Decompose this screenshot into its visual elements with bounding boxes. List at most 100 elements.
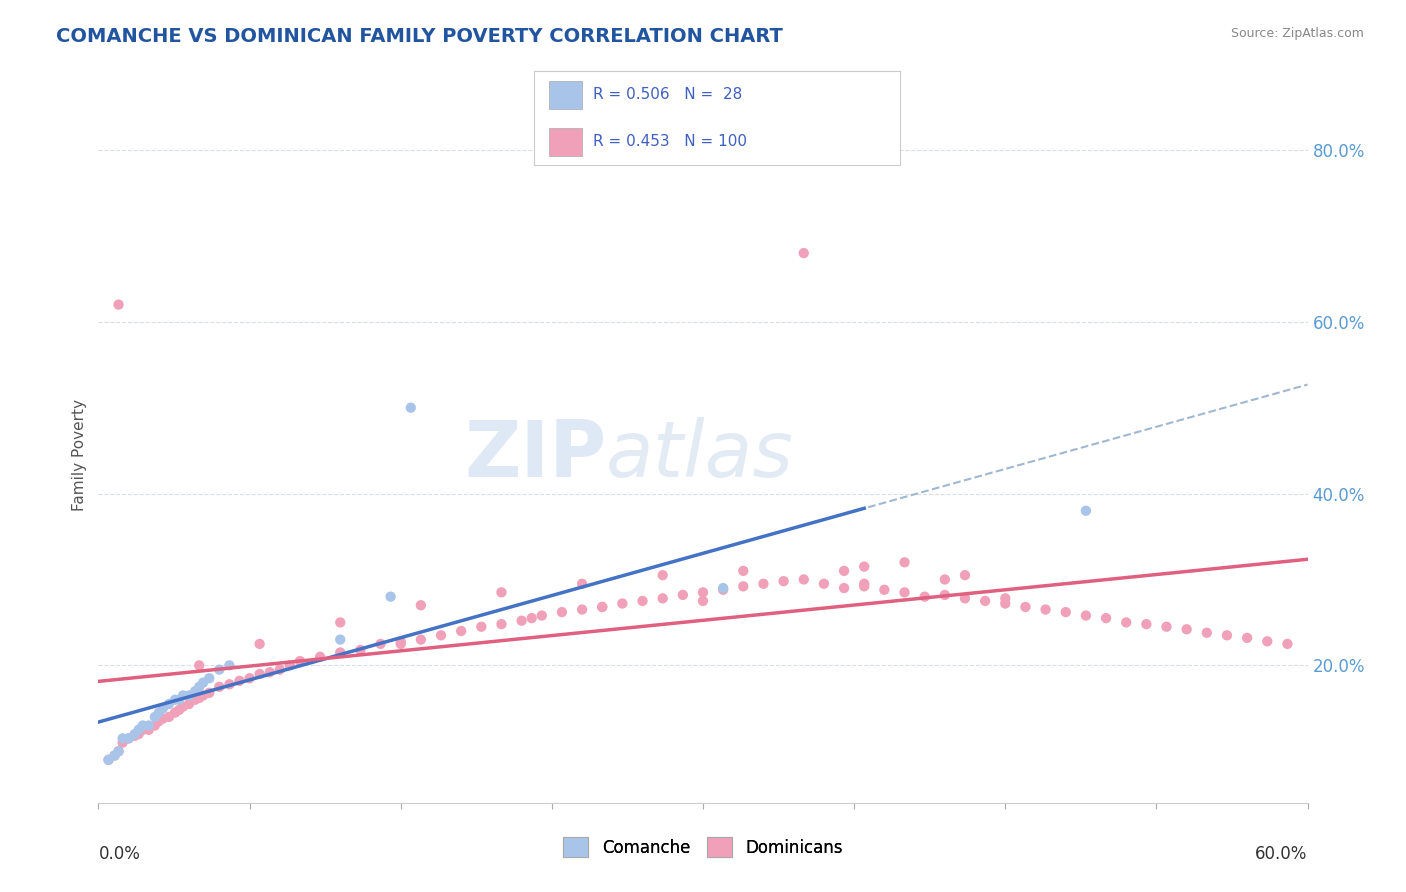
Point — [1236, 631, 1258, 645]
Point — [107, 744, 129, 758]
Point — [853, 559, 876, 574]
Point — [510, 614, 533, 628]
Point — [672, 588, 695, 602]
Point — [409, 632, 432, 647]
Point — [107, 744, 129, 758]
Point — [651, 568, 673, 582]
Point — [118, 731, 141, 746]
Point — [1074, 608, 1097, 623]
Point — [118, 731, 141, 746]
Point — [974, 594, 997, 608]
Point — [470, 620, 492, 634]
Point — [329, 645, 352, 659]
Point — [953, 568, 976, 582]
Point — [772, 574, 794, 589]
Point — [107, 297, 129, 311]
Point — [329, 632, 352, 647]
Point — [450, 624, 472, 638]
Point — [208, 663, 231, 677]
Point — [152, 712, 174, 726]
Legend: Comanche, Dominicans: Comanche, Dominicans — [557, 830, 849, 864]
Point — [853, 576, 876, 591]
Text: R = 0.506   N =  28: R = 0.506 N = 28 — [593, 87, 742, 103]
Text: Source: ZipAtlas.com: Source: ZipAtlas.com — [1230, 27, 1364, 40]
Point — [491, 585, 513, 599]
Point — [389, 634, 412, 648]
Point — [103, 748, 125, 763]
Point — [172, 699, 194, 714]
Point — [934, 588, 956, 602]
Point — [914, 590, 936, 604]
Point — [278, 658, 301, 673]
Point — [711, 581, 734, 595]
Point — [111, 731, 134, 746]
Point — [179, 697, 201, 711]
Point — [389, 637, 412, 651]
Point — [132, 718, 155, 732]
Point — [591, 599, 613, 614]
Point — [1014, 599, 1036, 614]
Point — [188, 691, 211, 706]
Point — [148, 706, 170, 720]
Point — [97, 753, 120, 767]
Point — [571, 602, 593, 616]
Point — [329, 615, 352, 630]
Point — [692, 585, 714, 599]
Point — [148, 714, 170, 729]
Point — [193, 689, 215, 703]
Point — [1135, 617, 1157, 632]
Text: ZIP: ZIP — [464, 417, 606, 493]
Point — [1115, 615, 1137, 630]
Point — [430, 628, 453, 642]
FancyBboxPatch shape — [548, 81, 582, 109]
Point — [893, 585, 915, 599]
Point — [138, 723, 160, 737]
Point — [813, 576, 835, 591]
Text: R = 0.453   N = 100: R = 0.453 N = 100 — [593, 134, 747, 149]
Point — [249, 637, 271, 651]
Point — [124, 727, 146, 741]
Point — [184, 692, 207, 706]
Point — [551, 605, 574, 619]
Point — [1035, 602, 1057, 616]
Point — [733, 564, 755, 578]
Point — [380, 590, 402, 604]
Point — [143, 710, 166, 724]
Point — [239, 671, 262, 685]
Point — [249, 667, 271, 681]
Point — [103, 748, 125, 763]
Point — [893, 555, 915, 569]
Point — [1256, 634, 1278, 648]
Point — [934, 573, 956, 587]
Point — [1175, 622, 1198, 636]
Text: atlas: atlas — [606, 417, 794, 493]
Point — [111, 736, 134, 750]
Point — [994, 591, 1017, 606]
Point — [832, 564, 855, 578]
Point — [370, 637, 392, 651]
Point — [269, 663, 291, 677]
Point — [172, 689, 194, 703]
Point — [259, 665, 281, 680]
Point — [128, 727, 150, 741]
Point — [167, 692, 190, 706]
Point — [163, 692, 186, 706]
Point — [138, 718, 160, 732]
Point — [1195, 625, 1218, 640]
Y-axis label: Family Poverty: Family Poverty — [72, 399, 87, 511]
Point — [179, 689, 201, 703]
Point — [152, 701, 174, 715]
Point — [208, 680, 231, 694]
Point — [793, 246, 815, 260]
Point — [793, 573, 815, 587]
Point — [571, 576, 593, 591]
Point — [218, 677, 240, 691]
Point — [157, 697, 180, 711]
Point — [193, 675, 215, 690]
Point — [651, 591, 673, 606]
Point — [530, 608, 553, 623]
Point — [1095, 611, 1118, 625]
Point — [143, 718, 166, 732]
Point — [198, 686, 221, 700]
Point — [1156, 620, 1178, 634]
